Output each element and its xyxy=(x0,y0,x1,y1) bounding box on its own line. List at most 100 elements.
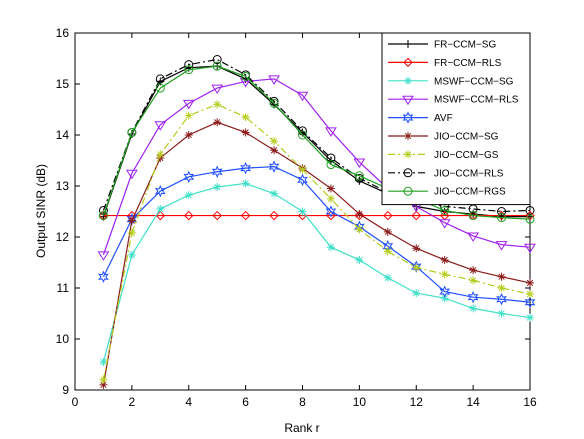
data-point xyxy=(469,266,478,275)
data-point xyxy=(269,210,279,221)
legend-label: JIO−CCM−RLS xyxy=(434,168,504,179)
data-point xyxy=(440,294,449,303)
data-point xyxy=(211,84,224,95)
data-point xyxy=(241,71,251,81)
data-point xyxy=(156,150,165,159)
y-tick-label: 16 xyxy=(56,26,70,40)
data-point xyxy=(156,150,165,159)
data-point xyxy=(497,213,507,223)
data-point xyxy=(241,128,250,137)
series-7 xyxy=(99,100,534,384)
data-point xyxy=(268,160,280,173)
data-point xyxy=(184,191,193,200)
data-point xyxy=(383,210,393,221)
data-point xyxy=(354,173,364,183)
data-point xyxy=(355,210,364,219)
data-point xyxy=(525,210,535,221)
data-point xyxy=(213,183,222,192)
data-point xyxy=(296,91,309,102)
data-point xyxy=(127,228,136,237)
data-point xyxy=(99,380,108,389)
x-tick-label: 14 xyxy=(466,395,480,409)
data-point xyxy=(525,210,535,221)
data-point xyxy=(355,210,364,219)
data-point xyxy=(353,158,366,168)
data-point xyxy=(268,75,280,85)
data-point xyxy=(411,210,421,221)
data-point xyxy=(240,210,251,221)
data-point xyxy=(497,309,506,318)
data-point xyxy=(297,173,308,187)
legend-label: FR−CCM−SG xyxy=(434,40,496,51)
series-line xyxy=(102,65,531,220)
data-point xyxy=(325,205,337,218)
legend-item: FR−CCM−RLS xyxy=(388,57,502,69)
x-tick-label: 2 xyxy=(129,395,136,409)
data-point xyxy=(412,289,421,298)
data-point xyxy=(467,290,479,304)
data-point xyxy=(212,55,222,65)
legend-marker xyxy=(404,76,412,85)
data-point xyxy=(125,169,138,180)
data-point xyxy=(438,219,451,229)
data-point xyxy=(524,296,536,309)
data-point xyxy=(383,273,392,282)
data-point xyxy=(467,232,480,242)
data-point xyxy=(495,241,508,251)
data-point xyxy=(469,266,478,275)
legend-label: JIO−CCM−GS xyxy=(434,150,499,161)
series-line xyxy=(102,166,531,303)
data-point xyxy=(440,255,449,264)
data-point xyxy=(184,111,193,120)
data-point xyxy=(212,61,222,71)
data-point xyxy=(383,227,392,236)
data-point xyxy=(467,290,479,304)
data-point xyxy=(468,211,478,221)
data-point xyxy=(241,179,250,188)
data-point xyxy=(98,270,109,284)
legend-label: MSWF−CCM−RLS xyxy=(434,95,519,106)
data-point xyxy=(241,113,250,122)
y-tick-label: 13 xyxy=(56,179,70,193)
data-point xyxy=(127,127,137,137)
data-point xyxy=(213,100,222,109)
series-line xyxy=(102,103,531,380)
data-point xyxy=(355,225,364,234)
data-point xyxy=(469,304,478,313)
data-point xyxy=(156,204,165,213)
data-point xyxy=(325,127,337,137)
data-point xyxy=(98,211,108,221)
data-point xyxy=(184,65,194,75)
data-point xyxy=(127,127,137,137)
data-point xyxy=(412,263,421,272)
data-point xyxy=(268,160,280,173)
data-point xyxy=(298,207,307,216)
data-point xyxy=(154,121,167,131)
x-tick-label: 4 xyxy=(185,395,192,409)
data-point xyxy=(154,184,166,198)
data-point xyxy=(440,270,449,279)
data-point xyxy=(270,189,279,198)
legend-marker xyxy=(404,150,412,159)
data-point xyxy=(184,60,194,70)
data-point xyxy=(213,100,222,109)
x-tick-label: 0 xyxy=(72,395,79,409)
data-point xyxy=(182,99,195,110)
data-point xyxy=(298,130,307,140)
data-point xyxy=(326,153,336,163)
legend-item: JIO−CCM−RGS xyxy=(388,186,506,198)
data-point xyxy=(127,216,136,225)
data-point xyxy=(211,165,223,178)
data-point xyxy=(355,255,364,264)
data-point xyxy=(497,284,506,292)
legend-marker xyxy=(404,132,412,140)
series-line xyxy=(102,78,531,256)
legend-marker xyxy=(403,168,413,178)
legend-marker xyxy=(404,40,412,48)
data-point xyxy=(326,160,336,170)
data-point xyxy=(297,173,308,187)
data-point xyxy=(438,219,451,229)
data-point xyxy=(383,227,392,236)
legend-item: MSWF−CCM−SG xyxy=(388,76,514,87)
data-point xyxy=(411,210,421,221)
